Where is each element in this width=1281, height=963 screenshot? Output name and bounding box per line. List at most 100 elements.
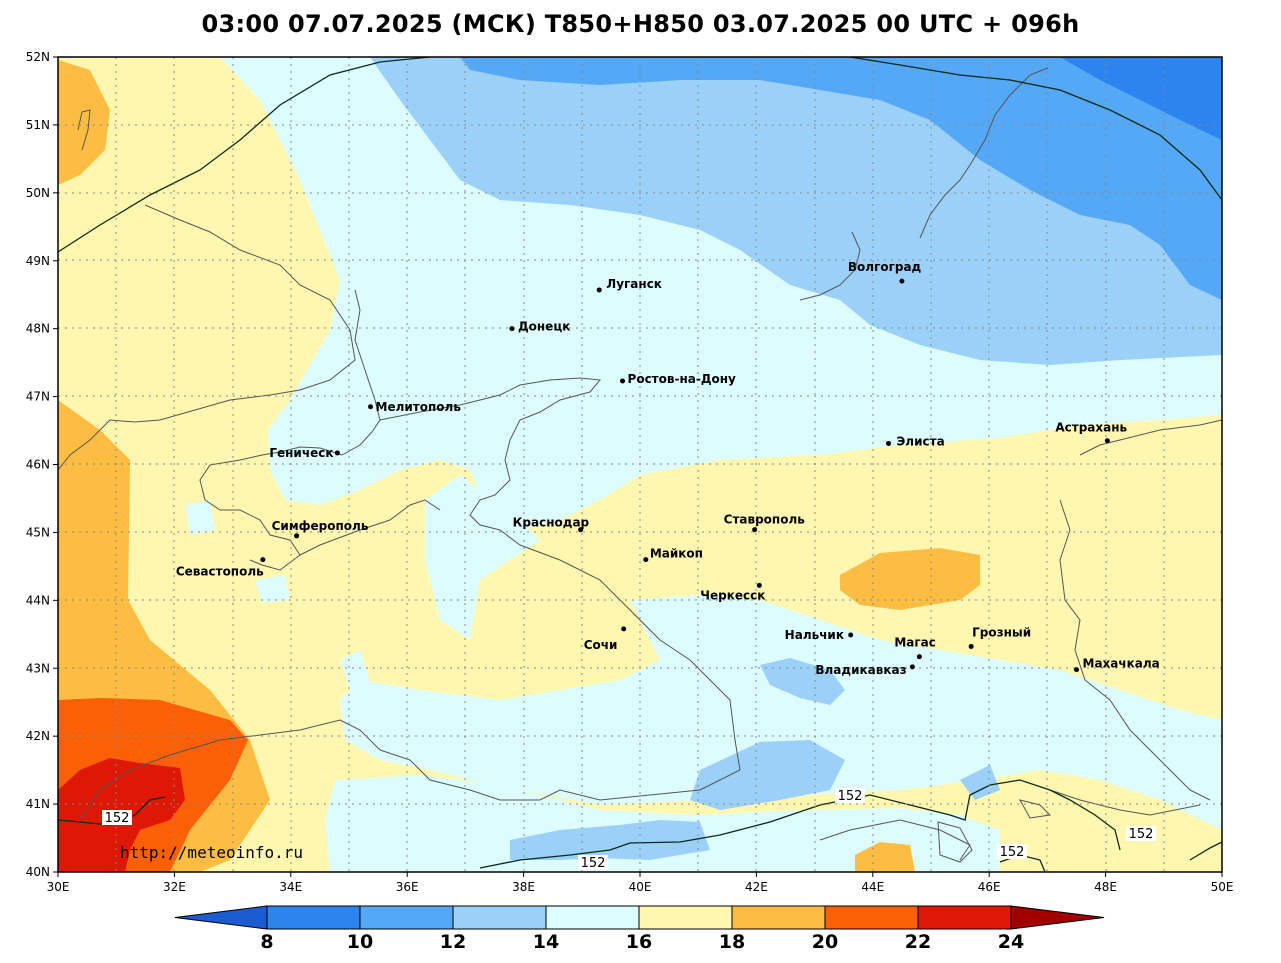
zone-12-14: [690, 740, 845, 810]
zone-18-20: [840, 548, 980, 610]
lat-tick-label: 43N: [26, 661, 50, 675]
city-dot: [886, 440, 892, 446]
zone-14-16: [255, 575, 290, 603]
zone-18-20: [58, 60, 110, 185]
lon-tick-label: 42E: [745, 880, 768, 894]
colorbar-bin: [917, 905, 1012, 930]
city-dot: [916, 654, 922, 660]
colorbar-bin: [359, 905, 454, 930]
zone-12-14: [960, 765, 1000, 800]
lat-tick-label: 41N: [26, 797, 50, 811]
city-label: Геническ: [269, 446, 333, 460]
colorbar-bin: [452, 905, 547, 930]
contour-label: 152: [838, 789, 863, 804]
lat-tick-label: 46N: [26, 458, 50, 472]
city-label: Майкоп: [650, 547, 703, 561]
map-title: 03:00 07.07.2025 (МСК) T850+H850 03.07.2…: [201, 10, 1080, 38]
city-label: Магас: [894, 636, 936, 650]
city-label: Ставрополь: [724, 513, 806, 527]
colorbar-label: 8: [260, 931, 273, 953]
zone-14-16: [340, 650, 370, 690]
city-dot: [621, 626, 627, 632]
city-label: Грозный: [972, 626, 1031, 640]
city-dot: [620, 378, 626, 384]
lon-tick-label: 30E: [47, 880, 70, 894]
city-dot: [909, 664, 915, 670]
city-dot: [368, 404, 374, 410]
zone-14-16: [340, 595, 1222, 830]
city-label: Севастополь: [176, 565, 264, 579]
city-label: Волгоград: [848, 260, 922, 274]
zone-14-16: [1180, 718, 1215, 755]
city-dot: [752, 527, 758, 533]
colorbar-label: 14: [533, 931, 559, 953]
lon-tick-label: 34E: [279, 880, 302, 894]
city-label: Махачкала: [1083, 657, 1160, 671]
contour-label: 152: [1000, 845, 1025, 860]
zone-18-20: [855, 842, 915, 872]
city-label: Ростов-на-Дону: [628, 372, 737, 386]
contour-label: 152: [581, 856, 606, 871]
city-label: Донецк: [518, 320, 570, 334]
contour-lines: [58, 57, 1222, 872]
zone-12-14: [510, 820, 710, 860]
city-label: Астрахань: [1055, 421, 1127, 435]
lat-tick-label: 49N: [26, 254, 50, 268]
lat-tick-label: 45N: [26, 525, 50, 539]
borders: [58, 67, 1222, 863]
colorbar-bin: [638, 905, 733, 930]
lon-tick-label: 38E: [512, 880, 535, 894]
graticule: [58, 57, 1222, 872]
city-dot: [1074, 667, 1079, 673]
city-dot: [578, 527, 584, 533]
colorbar-bin: [731, 905, 826, 930]
colorbar-label: 18: [719, 931, 745, 953]
city-dot: [260, 557, 266, 563]
city-dot: [294, 533, 300, 539]
lon-tick-label: 32E: [163, 880, 186, 894]
colorbar-label: 10: [347, 931, 373, 953]
city-dot: [643, 557, 649, 563]
city-dot: [1104, 438, 1110, 444]
colorbar-bin: [545, 905, 640, 930]
zone-12-14: [760, 658, 845, 705]
latitude-tick-labels: 52N 51N 50N 49N 48N 47N 46N 45N 44N 43N 42N 41N 40N: [26, 50, 58, 879]
colorbar: 8 10 12 14 16 18 20 22 24: [174, 905, 1105, 953]
lon-tick-label: 36E: [396, 880, 419, 894]
city-dot: [968, 644, 974, 650]
city-label: Симферополь: [272, 519, 369, 533]
lon-tick-label: 40E: [629, 880, 652, 894]
contour-label-group: 152 152 152 152 152: [102, 788, 1156, 871]
city-dot: [509, 326, 515, 332]
city-dot: [756, 582, 762, 588]
lat-tick-label: 51N: [26, 118, 50, 132]
lon-tick-label: 46E: [978, 880, 1001, 894]
city-dot: [596, 287, 602, 293]
city-label: Нальчик: [785, 628, 844, 642]
city-label: Владикавказ: [815, 663, 906, 677]
colorbar-label: 20: [812, 931, 838, 953]
lat-tick-label: 50N: [26, 186, 50, 200]
longitude-tick-labels: 30E 32E 34E 36E 38E 40E 42E 44E 46E 48E 50E: [47, 872, 1234, 894]
lat-tick-label: 47N: [26, 390, 50, 404]
city-label: Сочи: [584, 638, 618, 652]
city-label: Элиста: [897, 434, 945, 448]
colorbar-label: 12: [440, 931, 466, 953]
colorbar-bin: [266, 905, 361, 930]
zone-14-16: [425, 475, 540, 640]
lon-tick-label: 50E: [1211, 880, 1234, 894]
city-markers: Волгоград Луганск Донецк Ростов-на-Дону Мели…: [176, 260, 1160, 677]
colorbar-label: 24: [998, 931, 1024, 953]
colorbar-label: 22: [905, 931, 931, 953]
zone-14-16: [185, 500, 215, 535]
colorbar-bin: [824, 905, 919, 930]
city-dot: [899, 278, 905, 284]
city-label: Мелитополь: [376, 400, 462, 414]
zone-8-10: [1060, 57, 1222, 140]
lon-tick-label: 44E: [861, 880, 884, 894]
city-dot: [334, 450, 340, 456]
lon-tick-label: 48E: [1094, 880, 1117, 894]
city-dot: [848, 632, 854, 638]
city-label: Луганск: [606, 277, 662, 291]
